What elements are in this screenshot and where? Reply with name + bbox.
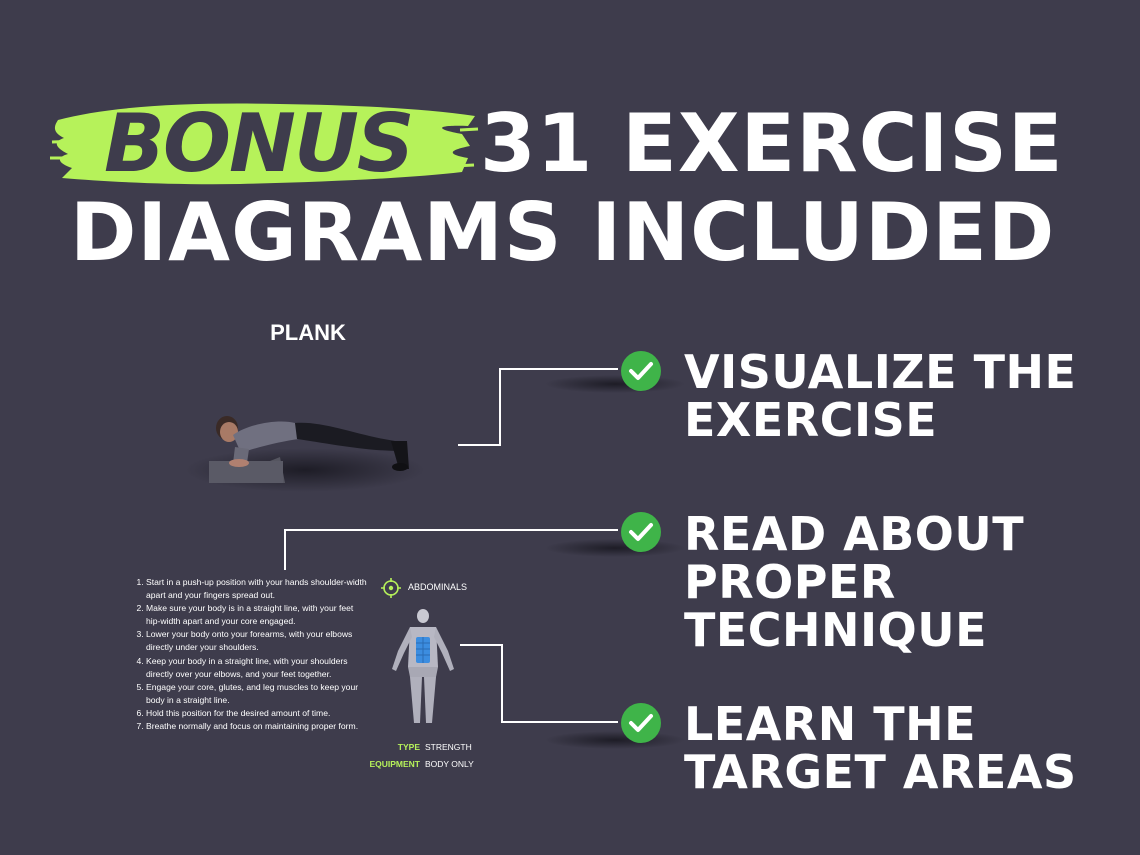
feature-visualize: VISUALIZE THE EXERCISE (684, 348, 1076, 444)
exercise-title: PLANK (270, 320, 346, 345)
feature-line: TARGET AREAS (684, 745, 1077, 799)
instruction-step: Hold this position for the desired amoun… (146, 707, 368, 720)
instruction-step: Make sure your body is in a straight lin… (146, 602, 368, 628)
equipment-label: EQUIPMENT (369, 759, 420, 769)
feature-line: READ ABOUT (684, 507, 1025, 561)
anatomy-body-icon (392, 609, 454, 723)
feature-line: PROPER (684, 555, 896, 609)
feature-technique: READ ABOUT PROPER TECHNIQUE (684, 510, 1024, 654)
green-brush-stroke (50, 103, 479, 185)
bonus-word: BONUS (104, 97, 415, 190)
instruction-step: Lower your body onto your forearms, with… (146, 628, 368, 654)
check-circle-icon (621, 351, 661, 391)
feature-line: EXERCISE (684, 393, 938, 447)
type-value: STRENGTH (425, 742, 472, 752)
instruction-step: Keep your body in a straight line, with … (146, 655, 368, 681)
feature-line: TECHNIQUE (684, 603, 988, 657)
equipment-value: BODY ONLY (425, 759, 474, 769)
instruction-step: Breathe normally and focus on maintainin… (146, 720, 368, 733)
type-label: TYPE (397, 742, 420, 752)
instruction-step: Start in a push-up position with your ha… (146, 576, 368, 602)
feature-target-areas: LEARN THE TARGET AREAS (684, 700, 1077, 796)
instruction-steps: Start in a push-up position with your ha… (136, 576, 368, 733)
feature-line: LEARN THE (684, 697, 977, 751)
feature-line: VISUALIZE THE (684, 345, 1077, 399)
target-muscle-label: ABDOMINALS (408, 582, 468, 592)
instruction-step: Engage your core, glutes, and leg muscle… (146, 681, 368, 707)
check-circle-icon (621, 703, 661, 743)
plank-figure-illustration (209, 416, 409, 483)
crosshair-target-icon (381, 578, 401, 598)
headline-line-2: DIAGRAMS INCLUDED (70, 186, 1056, 279)
headline-line-1: 31 EXERCISE (480, 97, 1064, 190)
check-circle-icon (621, 512, 661, 552)
